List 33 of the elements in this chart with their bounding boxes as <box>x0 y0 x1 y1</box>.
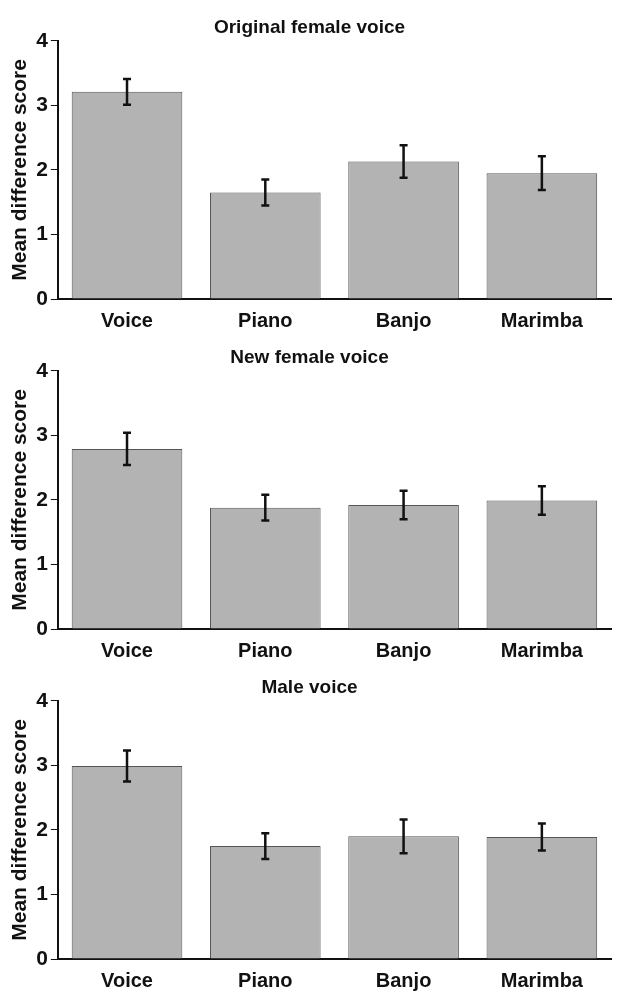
y-tick-label: 4 <box>36 357 49 381</box>
y-tick-label: 0 <box>36 285 48 309</box>
x-tick-label: Marimba <box>500 308 584 331</box>
y-axis-title: Mean difference score <box>7 59 31 281</box>
y-tick-label: 1 <box>36 221 49 245</box>
x-tick-label: Piano <box>238 308 293 331</box>
y-tick-label: 0 <box>36 615 48 639</box>
y-tick-label: 0 <box>36 945 48 969</box>
x-tick-label: Marimba <box>500 968 584 991</box>
chart-title: Male voice <box>261 675 358 697</box>
x-tick-label: Piano <box>238 638 293 661</box>
y-tick-label: 1 <box>36 881 49 905</box>
x-tick-label: Voice <box>101 308 153 331</box>
x-tick-label: Banjo <box>375 308 432 331</box>
x-tick-label: Voice <box>101 638 153 661</box>
y-tick-label: 3 <box>36 422 48 446</box>
y-tick-label: 4 <box>36 687 49 711</box>
y-tick-label: 2 <box>36 156 48 180</box>
x-tick-label: Marimba <box>500 638 584 661</box>
y-tick-label: 3 <box>36 92 48 116</box>
y-axis-title: Mean difference score <box>7 719 31 941</box>
y-tick-label: 2 <box>36 486 48 510</box>
x-tick-label: Piano <box>238 968 293 991</box>
y-tick-label: 2 <box>36 816 48 840</box>
x-tick-label: Banjo <box>375 968 432 991</box>
y-tick-label: 1 <box>36 551 49 575</box>
x-tick-label: Banjo <box>375 638 432 661</box>
x-tick-label: Voice <box>101 968 153 991</box>
chart-title: Original female voice <box>213 15 406 37</box>
y-tick-label: 4 <box>36 27 49 51</box>
y-axis-title: Mean difference score <box>7 389 31 611</box>
y-tick-label: 3 <box>36 752 48 776</box>
chart-title: New female voice <box>230 345 389 367</box>
